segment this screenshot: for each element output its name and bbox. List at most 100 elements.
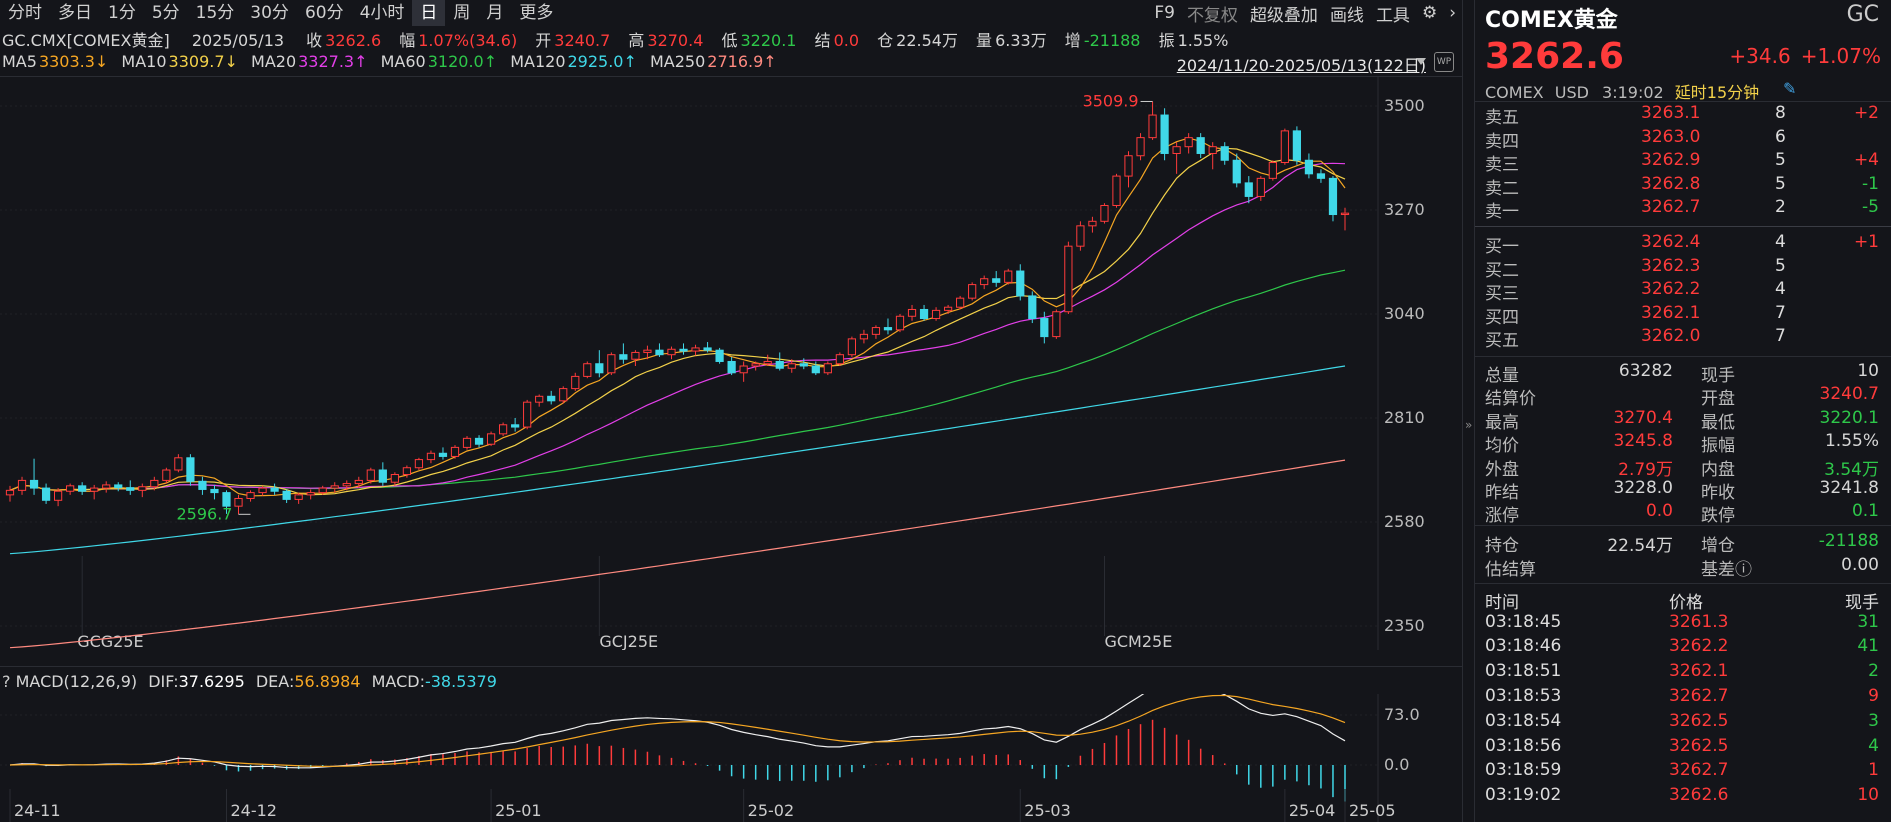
- candle[interactable]: [595, 350, 604, 378]
- candle[interactable]: [354, 476, 363, 489]
- tool-button-1[interactable]: 不复权: [1186, 5, 1238, 26]
- candle[interactable]: [751, 361, 760, 371]
- collapse-arrow-icon[interactable]: »: [1465, 418, 1473, 432]
- candle[interactable]: [859, 329, 869, 344]
- candle[interactable]: [883, 318, 893, 335]
- candle[interactable]: [992, 271, 1001, 287]
- candle[interactable]: [1148, 101, 1157, 140]
- candle[interactable]: [5, 485, 15, 502]
- candle[interactable]: [414, 457, 424, 470]
- candle[interactable]: [679, 343, 688, 355]
- macd-menu-icon[interactable]: ?: [2, 672, 11, 691]
- candle[interactable]: [1160, 108, 1169, 161]
- candle[interactable]: [1172, 142, 1181, 174]
- candle[interactable]: [402, 465, 411, 478]
- candle[interactable]: [246, 490, 255, 502]
- settings-icon[interactable]: ⚙: [1421, 3, 1438, 23]
- candle[interactable]: [222, 490, 231, 514]
- candle[interactable]: [763, 354, 772, 366]
- candle[interactable]: [631, 350, 640, 366]
- candle[interactable]: [956, 295, 965, 310]
- candle[interactable]: [607, 352, 616, 376]
- candle[interactable]: [174, 454, 183, 473]
- candle[interactable]: [462, 436, 472, 450]
- candle[interactable]: [450, 445, 460, 459]
- candle[interactable]: [210, 484, 219, 500]
- candle[interactable]: [378, 462, 387, 486]
- candle[interactable]: [294, 492, 303, 504]
- panel-collapse-handle[interactable]: »: [1462, 0, 1475, 822]
- candle[interactable]: [78, 482, 87, 495]
- candle[interactable]: [727, 356, 736, 376]
- candle[interactable]: [342, 480, 351, 491]
- candle[interactable]: [474, 435, 484, 448]
- candle[interactable]: [559, 386, 568, 404]
- candle[interactable]: [1208, 142, 1217, 170]
- candle[interactable]: [426, 450, 436, 464]
- candle[interactable]: [270, 483, 279, 495]
- candle[interactable]: [1268, 160, 1277, 181]
- period-tab-11[interactable]: 更多: [519, 3, 554, 23]
- candle[interactable]: [1028, 291, 1037, 324]
- candle[interactable]: [535, 394, 544, 407]
- candle[interactable]: [1232, 153, 1241, 188]
- period-tab-4[interactable]: 15分: [195, 3, 235, 23]
- candle[interactable]: [29, 458, 39, 495]
- candle[interactable]: [102, 481, 111, 493]
- candle[interactable]: [931, 307, 941, 321]
- candle[interactable]: [1136, 133, 1145, 161]
- candle[interactable]: [306, 489, 315, 500]
- wp-icon[interactable]: WP: [1434, 52, 1454, 72]
- period-tab-7[interactable]: 4小时: [359, 3, 405, 23]
- period-tab-8[interactable]: 日: [412, 0, 446, 26]
- candle[interactable]: [511, 418, 520, 432]
- candle[interactable]: [41, 483, 51, 504]
- macd-chart[interactable]: 73.0 0.0 24-11 24-12 25-01 25-02 25-03 25-04 25-…: [0, 694, 1462, 822]
- candle[interactable]: [1112, 173, 1121, 208]
- candle[interactable]: [847, 336, 857, 357]
- candle[interactable]: [1292, 126, 1302, 165]
- candle[interactable]: [162, 467, 171, 484]
- candle[interactable]: [823, 361, 832, 376]
- candle[interactable]: [17, 476, 27, 495]
- candle[interactable]: [438, 447, 448, 460]
- candle[interactable]: [691, 344, 700, 356]
- date-range-selector[interactable]: 2024/11/20-2025/05/13(122日): [1176, 56, 1426, 75]
- candle[interactable]: [1100, 203, 1109, 224]
- candle[interactable]: [114, 482, 123, 492]
- candle[interactable]: [258, 485, 267, 496]
- candle[interactable]: [944, 304, 953, 314]
- candle[interactable]: [1220, 142, 1229, 165]
- tool-button-0[interactable]: F9: [1154, 3, 1175, 23]
- candle[interactable]: [126, 480, 135, 495]
- candle[interactable]: [787, 359, 796, 373]
- candle[interactable]: [919, 304, 929, 321]
- candle[interactable]: [1316, 169, 1326, 183]
- candle[interactable]: [523, 399, 532, 430]
- candle[interactable]: [1124, 151, 1133, 188]
- candle[interactable]: [282, 489, 291, 504]
- candle[interactable]: [138, 483, 147, 498]
- candle[interactable]: [390, 472, 399, 486]
- candle[interactable]: [1328, 176, 1338, 222]
- candle[interactable]: [1244, 176, 1253, 204]
- tool-button-3[interactable]: 画线: [1329, 5, 1364, 26]
- candle[interactable]: [54, 488, 63, 507]
- candle[interactable]: [1040, 311, 1049, 344]
- candle[interactable]: [1016, 264, 1025, 301]
- candle[interactable]: [1052, 309, 1061, 339]
- candle[interactable]: [835, 352, 844, 366]
- candle[interactable]: [1088, 216, 1097, 233]
- candle[interactable]: [330, 482, 339, 493]
- candle[interactable]: [66, 483, 75, 495]
- candle[interactable]: [499, 422, 508, 437]
- candle[interactable]: [1280, 128, 1289, 165]
- candle[interactable]: [318, 485, 327, 495]
- tool-button-2[interactable]: 超级叠加: [1249, 5, 1318, 26]
- candle[interactable]: [1196, 133, 1205, 158]
- period-tab-0[interactable]: 分时: [8, 3, 42, 23]
- period-tab-1[interactable]: 多日: [58, 3, 92, 23]
- range-dropdown-icon[interactable]: [1416, 58, 1426, 65]
- candle[interactable]: [968, 282, 977, 301]
